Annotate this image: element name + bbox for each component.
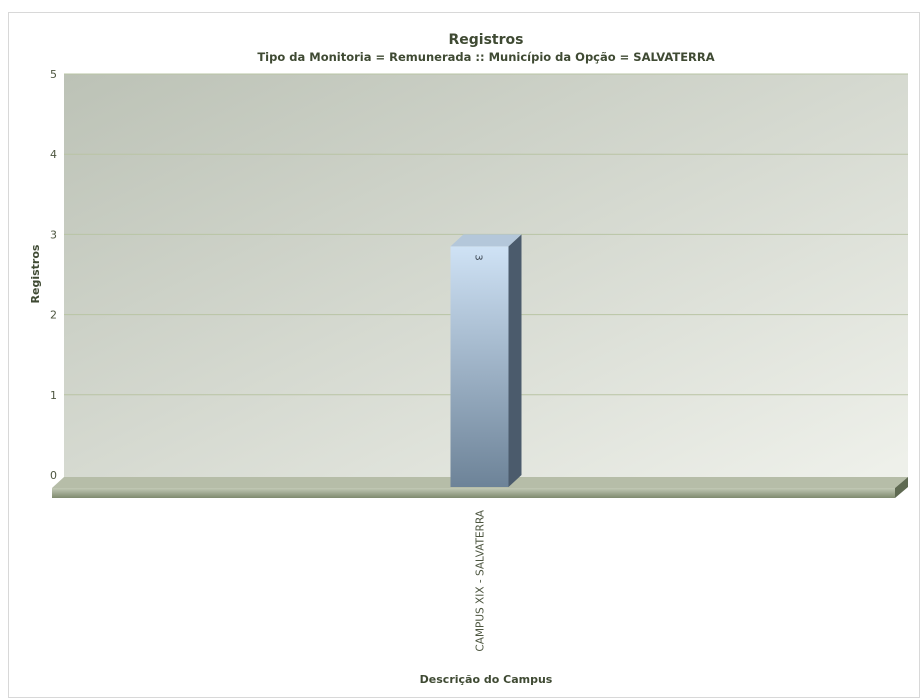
floor-side xyxy=(895,477,908,498)
y-tick-label: 5 xyxy=(50,68,57,81)
y-tick-label: 2 xyxy=(50,309,57,322)
y-tick-label: 0 xyxy=(50,469,57,482)
bar-top xyxy=(450,234,522,247)
chart-subtitle: Tipo da Monitoria = Remunerada :: Municí… xyxy=(257,50,714,64)
bar-side xyxy=(508,234,522,487)
bar xyxy=(450,234,522,487)
x-axis-label: Descrição do Campus xyxy=(420,673,553,686)
y-axis-label: Registros xyxy=(29,244,42,303)
y-tick-label: 4 xyxy=(50,148,57,161)
bar-front xyxy=(450,246,509,487)
value-label: 3 xyxy=(473,254,484,260)
chart-title: Registros xyxy=(449,32,524,48)
x-tick-label: CAMPUS XIX - SALVATERRA xyxy=(475,509,487,651)
floor-front xyxy=(52,488,895,498)
y-tick-label: 1 xyxy=(50,389,57,402)
y-tick-label: 3 xyxy=(50,228,57,241)
